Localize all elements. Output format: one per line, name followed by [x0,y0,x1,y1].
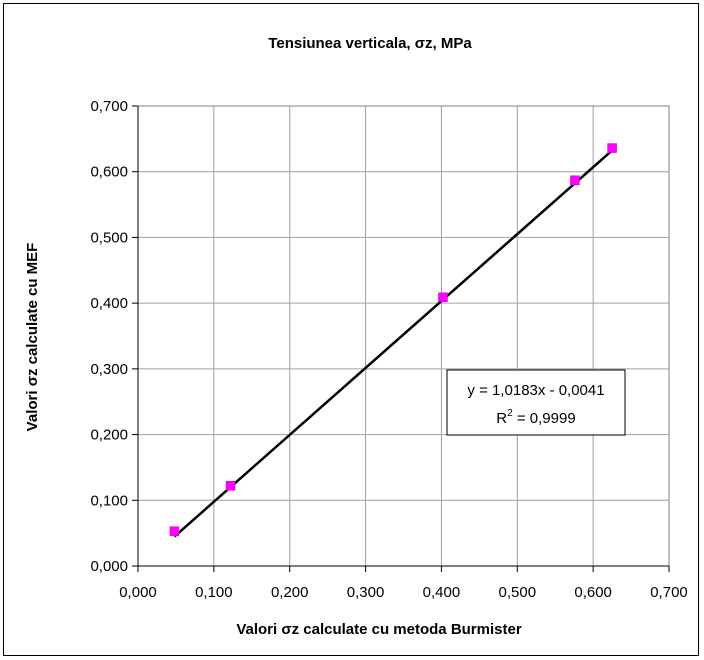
x-tick-label: 0,400 [423,584,461,601]
y-tick-label: 0,300 [90,361,128,378]
plot-area: 0,000 0,100 0,200 0,300 0,400 0,500 0,600 0,700… [90,98,687,601]
r-squared-line: R2 = 0,9999 [496,408,575,427]
x-tick-labels: 0,000 0,100 0,200 0,300 0,400 0,500 0,600 0,700 [119,584,688,601]
x-tick-label: 0,200 [271,584,309,601]
data-point [169,526,180,536]
x-tick-label: 0,700 [650,584,688,601]
data-point [225,481,236,491]
data-point [438,292,448,302]
x-tick-label: 0,100 [195,584,233,601]
y-tick-label: 0,100 [90,492,128,509]
y-tick-label: 0,400 [90,295,128,312]
y-tick-label: 0,600 [90,164,128,181]
y-axis-label: Valori σz calculate cu MEF [24,243,41,432]
y-tick-label: 0,000 [90,558,128,575]
gridlines [138,106,669,566]
r-squared-exponent: 2 [507,408,513,419]
x-tick-label: 0,500 [499,584,537,601]
data-points [169,143,617,536]
chart-title: Tensiunea verticala, σz, MPa [268,35,472,52]
r-squared-value: = 0,9999 [513,410,576,427]
x-tick-label: 0,000 [119,584,157,601]
y-tick-label: 0,500 [90,229,128,246]
axes [132,105,670,572]
r-squared-symbol: R [496,410,507,427]
data-point [570,175,580,186]
y-tick-labels: 0,000 0,100 0,200 0,300 0,400 0,500 0,600 0,700 [90,98,128,575]
x-tick-label: 0,600 [574,584,612,601]
y-tick-label: 0,700 [90,98,128,115]
x-axis-label: Valori σz calculate cu metoda Burmister [236,621,522,638]
trendline-equation: y = 1,0183x - 0,0041 [467,382,604,399]
trendline [173,149,613,538]
x-tick-label: 0,300 [347,584,385,601]
trendline-equation-box: y = 1,0183x - 0,0041 R2 = 0,9999 [446,369,626,436]
y-tick-label: 0,200 [90,427,128,444]
data-point [607,143,617,153]
